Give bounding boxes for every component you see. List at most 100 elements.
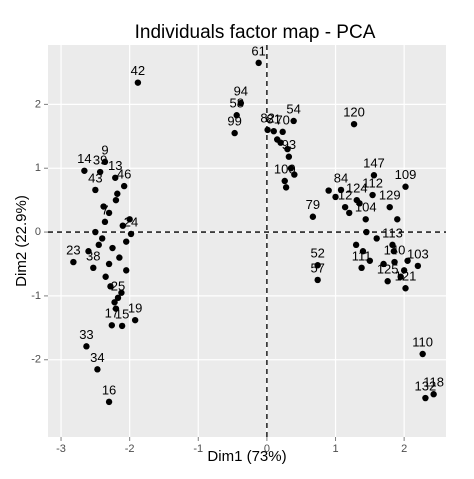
point bbox=[94, 366, 101, 373]
point bbox=[290, 117, 297, 125]
point bbox=[92, 186, 99, 194]
point bbox=[95, 241, 102, 249]
point bbox=[108, 322, 116, 329]
point-label: 125 bbox=[377, 262, 399, 277]
point bbox=[400, 267, 408, 274]
point-label: 57 bbox=[310, 260, 324, 275]
point-label: 52 bbox=[310, 246, 324, 261]
point bbox=[325, 187, 332, 194]
point-label: 12 bbox=[338, 188, 352, 203]
point bbox=[391, 258, 398, 266]
point bbox=[430, 391, 437, 398]
point bbox=[362, 216, 369, 223]
point bbox=[284, 145, 291, 153]
point-label: 46 bbox=[117, 167, 131, 182]
point bbox=[404, 257, 411, 264]
point bbox=[255, 59, 262, 67]
point bbox=[397, 273, 404, 280]
point-label: 58 bbox=[229, 96, 243, 111]
point bbox=[358, 264, 365, 272]
point bbox=[85, 248, 92, 255]
point bbox=[346, 209, 353, 217]
point bbox=[81, 167, 88, 174]
point bbox=[273, 136, 281, 143]
point bbox=[279, 128, 286, 136]
point bbox=[118, 322, 126, 330]
point bbox=[337, 186, 345, 194]
point-label: 84 bbox=[334, 170, 348, 185]
point bbox=[131, 316, 139, 324]
point-label: 13 bbox=[108, 158, 122, 173]
point bbox=[356, 200, 363, 207]
point bbox=[83, 343, 90, 350]
point bbox=[99, 235, 106, 242]
y-tick-label: 0 bbox=[35, 226, 41, 238]
point bbox=[231, 129, 238, 137]
point-label: 61 bbox=[251, 43, 265, 58]
point bbox=[369, 191, 376, 199]
point bbox=[70, 258, 77, 266]
plot-background bbox=[48, 45, 446, 437]
point bbox=[127, 230, 135, 238]
point-label: 70 bbox=[275, 112, 289, 127]
point bbox=[92, 228, 99, 236]
point-label: 34 bbox=[90, 350, 104, 365]
point-label: 25 bbox=[111, 278, 125, 293]
point-label: 112 bbox=[362, 175, 383, 190]
point bbox=[389, 241, 396, 249]
point bbox=[390, 248, 398, 255]
point bbox=[119, 222, 126, 229]
point-label: 39 bbox=[93, 152, 107, 167]
point-label: 103 bbox=[407, 246, 429, 261]
x-tick-label: -3 bbox=[56, 443, 66, 455]
point-label: 81 bbox=[267, 112, 281, 127]
chart-title: Individuals factor map - PCA bbox=[135, 22, 376, 43]
point-label: 147 bbox=[363, 156, 385, 171]
point bbox=[100, 203, 107, 210]
point bbox=[285, 153, 293, 160]
y-tick-label: 2 bbox=[35, 98, 41, 110]
point-label: 110 bbox=[412, 334, 433, 349]
x-tick-label: -1 bbox=[193, 443, 203, 455]
point bbox=[314, 276, 321, 284]
point bbox=[126, 216, 133, 223]
point bbox=[281, 177, 288, 185]
point bbox=[233, 112, 240, 119]
point-label: 132 bbox=[415, 378, 437, 393]
point bbox=[101, 218, 109, 226]
point-label: 121 bbox=[395, 269, 417, 284]
point bbox=[114, 190, 121, 197]
point bbox=[105, 260, 113, 268]
point bbox=[134, 79, 142, 86]
point bbox=[380, 260, 387, 268]
y-tick-label: -1 bbox=[31, 290, 41, 302]
point bbox=[363, 228, 370, 236]
point bbox=[270, 127, 277, 135]
point bbox=[114, 294, 122, 302]
point bbox=[107, 283, 114, 290]
point-label: 109 bbox=[395, 167, 417, 182]
point bbox=[366, 257, 374, 264]
point-label: 19 bbox=[128, 301, 142, 316]
point bbox=[402, 285, 409, 292]
y-tick-label: 1 bbox=[35, 162, 41, 174]
x-tick-label: 1 bbox=[332, 443, 338, 455]
point bbox=[123, 267, 130, 274]
point-label: 120 bbox=[343, 105, 365, 120]
point bbox=[350, 120, 358, 128]
point-label: 111 bbox=[352, 248, 372, 263]
point bbox=[373, 235, 380, 242]
point-label: 16 bbox=[102, 382, 116, 397]
point bbox=[352, 241, 360, 249]
point bbox=[384, 278, 391, 285]
x-tick-label: 2 bbox=[401, 443, 407, 455]
y-tick-label: -2 bbox=[31, 354, 41, 366]
point bbox=[90, 264, 97, 272]
point bbox=[419, 350, 426, 358]
point bbox=[101, 158, 109, 166]
point bbox=[309, 213, 317, 220]
point bbox=[120, 182, 128, 190]
point bbox=[112, 196, 120, 204]
point-label: 7 bbox=[101, 202, 108, 217]
